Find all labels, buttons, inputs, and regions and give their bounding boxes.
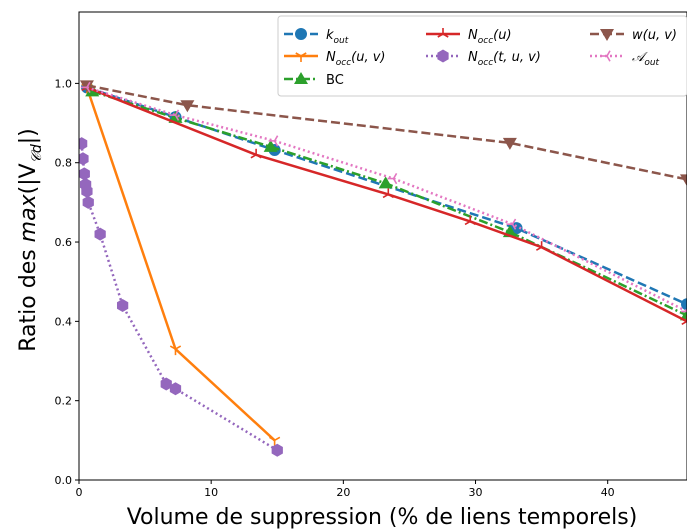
legend-item-6: w(u, v) — [590, 28, 677, 43]
legend-swatch-marker-4 — [437, 28, 449, 38]
y-axis-label-sub: 𝒞d — [29, 144, 45, 163]
legend-swatch-marker-7 — [601, 50, 611, 62]
legend-label-rest-5: (t, u, v) — [493, 50, 541, 65]
legend-label-sub-2: occ — [336, 58, 351, 68]
series-5 — [79, 137, 283, 457]
x-tick-label-4: 30 — [469, 486, 483, 499]
series-7-point-3 — [268, 135, 279, 147]
y-axis-label: Ratio des max(|V𝒞d|) — [16, 128, 45, 352]
series-3-point-4 — [378, 176, 393, 189]
series-5-point-6 — [82, 195, 94, 209]
legend-label-5: Nocc(t, u, v) — [468, 50, 541, 68]
legend-swatch-marker-3 — [294, 72, 308, 84]
legend-label-sub-1: out — [334, 36, 349, 46]
y-axis-label-prefix: Ratio des — [16, 242, 41, 351]
axes: 0 10 20 30 40 0.0 0.2 0.4 0.6 0.8 1.0 — [55, 11, 687, 499]
legend-label-base-2: N — [326, 50, 336, 65]
series-4-point-5 — [535, 241, 548, 251]
series-4-line — [86, 86, 687, 323]
plot-area — [79, 80, 687, 457]
y-tick-label-4: 0.6 — [55, 236, 73, 249]
y-tick-label-6: 1.0 — [55, 77, 73, 90]
legend-item-3: BC — [284, 72, 344, 88]
series-3-point-3 — [263, 139, 278, 152]
legend-label-1: kout — [326, 28, 349, 46]
series-5-point-2 — [79, 152, 89, 166]
legend-label-3: BC — [326, 73, 344, 88]
series-2-point-2 — [169, 345, 182, 356]
x-tick-label-5: 40 — [601, 486, 615, 499]
series-7-point-4 — [387, 172, 398, 185]
x-tick-label-2: 10 — [204, 486, 218, 499]
legend-label-2: Nocc(u, v) — [326, 50, 385, 68]
series-5-point-3 — [79, 167, 90, 181]
legend-label-base-7: 𝒜 — [632, 50, 648, 65]
legend-item-2: Nocc(u, v) — [284, 50, 385, 68]
series-4-point-4 — [464, 215, 476, 226]
series-5-point-1 — [79, 137, 88, 151]
plot-frame — [78, 11, 687, 481]
legend-label-rest-6: w(u, v) — [632, 28, 677, 43]
series-5-point-9 — [160, 377, 172, 391]
legend-label-4: Nocc(u) — [468, 28, 512, 46]
series-4-point-2 — [250, 148, 262, 159]
legend-swatch-marker-1 — [295, 28, 307, 40]
series-6-point-3 — [502, 137, 517, 150]
y-axis-label-math: max — [16, 193, 41, 242]
legend-label-6: w(u, v) — [632, 28, 677, 43]
legend-label-rest-2: (u, v) — [351, 50, 385, 65]
y-tick-label-2: 0.2 — [55, 395, 73, 408]
series-6-point-4 — [680, 174, 687, 187]
series-1-point-5 — [681, 298, 687, 311]
y-axis-label-open: (|V — [16, 163, 41, 194]
series-5-point-11 — [271, 443, 283, 457]
y-tick-label-1: 0.0 — [55, 474, 73, 487]
legend-label-sub-5: occ — [478, 58, 493, 68]
series-5-point-8 — [116, 298, 129, 312]
legend-label-7: 𝒜out — [632, 50, 660, 68]
legend-swatch-marker-6 — [600, 29, 614, 41]
legend-label-rest-4: (u) — [493, 28, 511, 43]
legend-item-5: Nocc(t, u, v) — [426, 49, 541, 68]
x-tick-label-3: 20 — [336, 486, 350, 499]
series-5-point-7 — [94, 227, 106, 241]
legend-label-base-3: BC — [326, 73, 344, 88]
y-tick-label-3: 0.4 — [55, 315, 73, 328]
series-7-point-2 — [169, 109, 180, 121]
y-axis-label-close: |) — [16, 128, 41, 144]
series-6-line — [86, 84, 687, 181]
series-5-point-5 — [81, 184, 93, 198]
legend-label-sub-4: occ — [478, 36, 493, 46]
legend-label-base-1: k — [326, 28, 334, 43]
legend-swatch-marker-2 — [295, 52, 307, 62]
series-7-point-5 — [506, 218, 517, 230]
y-tick-label-5: 0.8 — [55, 157, 73, 170]
legend-item-4: Nocc(u) — [426, 28, 512, 46]
series-group — [79, 80, 687, 457]
legend-box — [277, 15, 687, 97]
legend-item-7: 𝒜out — [590, 50, 660, 68]
legend-swatch-marker-5 — [437, 49, 449, 63]
legend-label-sub-7: out — [644, 58, 659, 68]
series-6-point-2 — [180, 100, 195, 113]
legend-label-base-4: N — [468, 28, 478, 43]
legend-label-base-5: N — [468, 50, 478, 65]
series-5-point-10 — [169, 382, 182, 396]
series-3-line — [91, 90, 687, 317]
series-7 — [80, 81, 687, 314]
x-tick-label-1: 0 — [76, 486, 83, 499]
series-7-point-6 — [681, 309, 687, 314]
series-4-point-3 — [382, 188, 394, 199]
legend-item-1: kout — [284, 28, 349, 46]
series-4-point-6 — [681, 315, 687, 326]
series-7-point-1 — [80, 81, 91, 93]
x-axis-label: Volume de suppression (% de liens tempor… — [127, 505, 638, 530]
